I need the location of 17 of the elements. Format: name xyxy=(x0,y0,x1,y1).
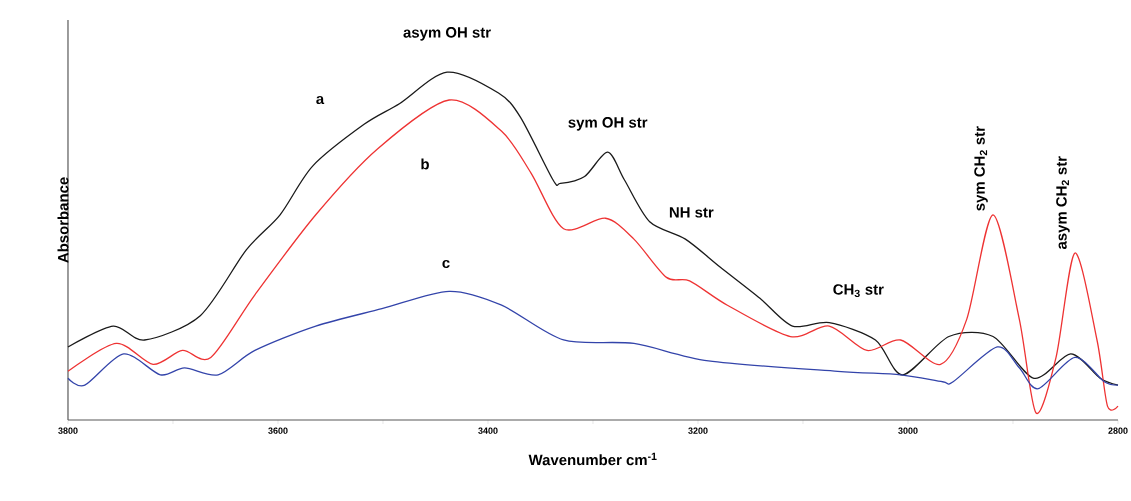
annotation: sym OH str xyxy=(568,117,648,131)
annotation: sym CH$_{2}$ str xyxy=(974,126,988,211)
text: a xyxy=(316,95,325,105)
x-tick-label: 2800 xyxy=(1108,427,1128,434)
annotation: asym CH$_{2}$ str xyxy=(1056,156,1070,250)
x-axis-title: Wavenumber cm$^{-1}$ xyxy=(528,452,657,466)
text: b xyxy=(421,158,429,170)
y-axis-title: Absorbance xyxy=(57,177,69,263)
annotation: asym OH str xyxy=(403,27,491,41)
x-tick-label: 3200 xyxy=(688,427,708,434)
annotation: CH$_{3}$ str xyxy=(833,284,884,298)
x-tick-label: 3000 xyxy=(898,427,918,434)
x-tick-label: 3600 xyxy=(268,427,288,434)
series-label: c xyxy=(442,259,450,269)
annotation: NH str xyxy=(669,207,714,218)
x-tick-label: 3800 xyxy=(58,427,78,434)
x-tick-label: 3400 xyxy=(478,427,498,434)
